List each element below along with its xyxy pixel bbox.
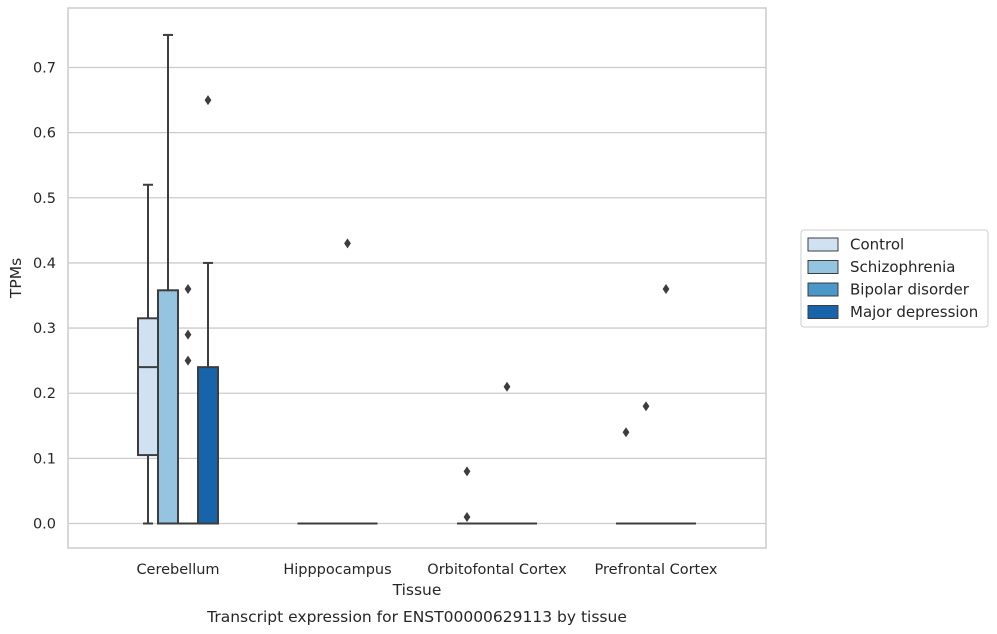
x-tick-labels: Cerebellum Hipppocampus Orbitofontal Corte… (136, 562, 717, 578)
plot-area (67, 7, 767, 549)
y-tick-label: 0.3 (33, 321, 56, 337)
outlier-point (463, 466, 471, 477)
box-control (137, 183, 159, 525)
outlier-point (622, 427, 630, 438)
box-bipolar-disorder (337, 238, 358, 525)
outlier-point (642, 401, 650, 412)
legend-label: Major depression (850, 303, 978, 321)
outlier-point (344, 238, 351, 249)
legend-label: Schizophrenia (850, 258, 955, 276)
y-tick-label: 0.5 (33, 191, 56, 207)
outlier-point (184, 283, 192, 294)
box-bipolar-disorder (497, 381, 517, 525)
legend-swatch (807, 305, 839, 319)
y-tick-label: 0.7 (33, 61, 56, 77)
box-body (157, 289, 179, 525)
box-schizophrenia (636, 401, 656, 525)
box-control (616, 427, 636, 525)
y-tick-label: 0.4 (33, 256, 56, 272)
outlier-point (662, 283, 670, 294)
x-tick-label: Hipppocampus (283, 562, 391, 578)
y-axis-label: TPMs (7, 258, 25, 299)
y-tick-label: 0.0 (33, 517, 56, 533)
box-body (137, 317, 159, 457)
x-axis-label: Tissue (392, 581, 442, 599)
y-tick-label: 0.2 (33, 386, 56, 402)
legend: Control Schizophrenia Bipolar disorder Majo… (800, 229, 989, 328)
legend-label: Bipolar disorder (850, 281, 970, 299)
y-tick-label: 0.1 (33, 451, 56, 467)
x-tick-label: Cerebellum (136, 562, 219, 578)
box-major-depression (197, 95, 219, 525)
legend-box (800, 229, 989, 328)
legend-label: Control (850, 236, 904, 254)
legend-swatch (807, 282, 839, 297)
legend-swatch (807, 260, 839, 274)
box-bipolar-disorder (656, 283, 676, 525)
y-tick-label: 0.6 (33, 126, 56, 142)
outlier-point (184, 355, 192, 366)
grid-lines (68, 66, 766, 525)
box-control (457, 466, 477, 525)
x-tick-label: Prefrontal Cortex (595, 562, 718, 578)
outlier-point (204, 95, 212, 106)
boxes-layer (137, 33, 696, 525)
outlier-point (184, 329, 192, 340)
outlier-point (463, 511, 471, 522)
box-schizophrenia (157, 33, 179, 525)
chart-caption: Transcript expression for ENST0000062911… (206, 608, 627, 626)
box-bipolar-disorder (178, 283, 198, 525)
y-tick-labels: 0.0 0.1 0.2 0.3 0.4 0.5 0.6 0.7 (33, 61, 56, 533)
legend-swatch (807, 237, 839, 252)
box-body (197, 366, 219, 525)
x-tick-label: Orbitofontal Cortex (427, 562, 567, 578)
outlier-point (503, 381, 511, 392)
